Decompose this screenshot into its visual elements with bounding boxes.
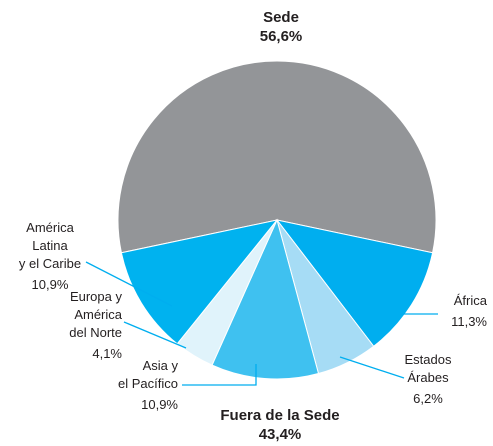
- leader-line: [339, 356, 405, 379]
- value-label: 6,2%: [413, 391, 443, 406]
- category-label: Estados Árabes: [404, 352, 452, 385]
- slice-label: Europa y América del Norte 4,1%: [69, 288, 122, 363]
- slice-label: Estados Árabes 6,2%: [396, 351, 461, 408]
- annotation: Fuera de la Sede 43,4%: [220, 406, 339, 444]
- leader-line: [85, 261, 173, 307]
- slice-label: Sede 56,6%: [260, 8, 303, 46]
- pie: [117, 60, 437, 380]
- slice-label: África 11,3%: [451, 292, 487, 331]
- leader-lines: [85, 261, 438, 386]
- pie-slice: [211, 218, 320, 380]
- pie-slice: [117, 60, 437, 254]
- category-label: Asia y el Pacífico: [118, 358, 178, 391]
- value-label: 10,9%: [141, 397, 178, 412]
- category-label: Europa y América del Norte: [69, 289, 122, 340]
- annotation-text: 43,4%: [258, 426, 302, 443]
- slice-label: América Latina y el Caribe 10,9%: [19, 219, 81, 294]
- value-label: 56,6%: [259, 28, 303, 45]
- pie-slice: [120, 219, 279, 345]
- category-label: África: [453, 293, 487, 308]
- value-label: 11,3%: [451, 314, 487, 329]
- pie-slice: [275, 219, 434, 347]
- annotation-text: Fuera de la Sede: [220, 407, 340, 424]
- slice-label: Asia y el Pacífico 10,9%: [118, 357, 178, 414]
- value-label: 4,1%: [92, 346, 122, 361]
- category-label: Sede: [263, 9, 299, 26]
- value-label: 10,9%: [31, 277, 69, 292]
- leader-line: [182, 364, 257, 386]
- leader-line: [123, 321, 187, 349]
- category-label: América Latina y el Caribe: [18, 220, 82, 271]
